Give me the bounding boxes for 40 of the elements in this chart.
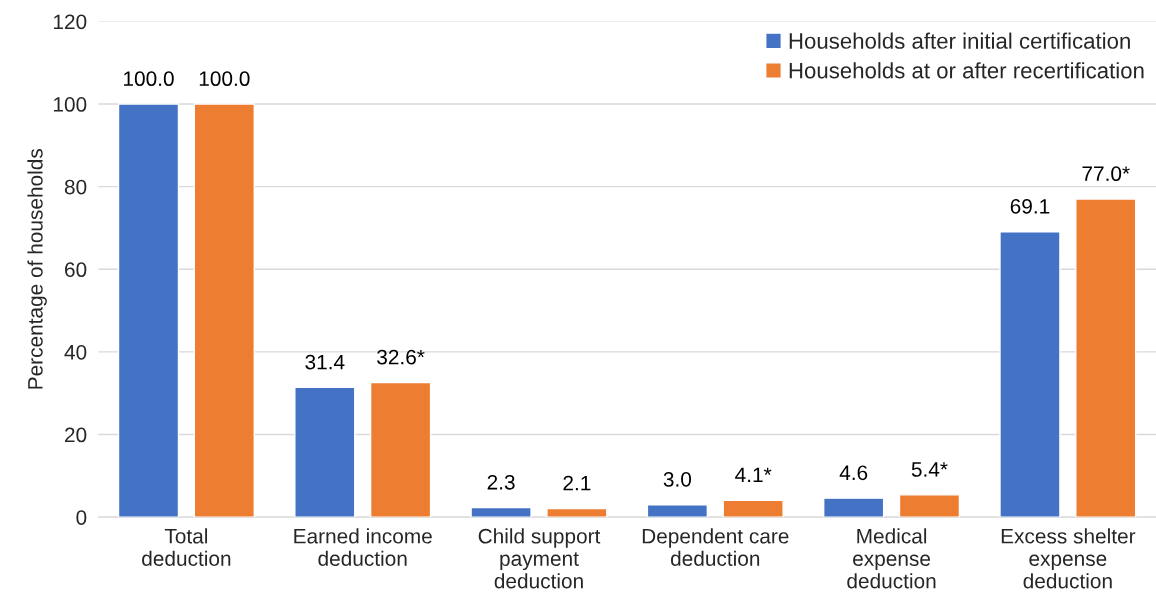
legend-label: Households after initial certification: [789, 32, 1130, 49]
data-label: 4.1*: [735, 467, 772, 482]
y-tick-label: 100: [53, 97, 87, 112]
bar: [1075, 198, 1137, 518]
bar: [117, 103, 180, 518]
data-label: 31.4: [305, 354, 345, 370]
y-tick-label: 80: [64, 179, 87, 195]
bar: [722, 499, 784, 518]
bar: [822, 497, 885, 518]
bar: [369, 381, 432, 518]
legend-label: Households at or after recertification: [789, 62, 1144, 79]
bar: [470, 506, 532, 518]
x-tick-label: Total deduction: [142, 528, 231, 566]
x-tick-label: Medical expense deduction: [847, 528, 936, 589]
bar: [898, 494, 961, 518]
y-tick-label: 0: [76, 510, 87, 525]
bar: [546, 507, 608, 518]
data-label: 100.0: [199, 71, 250, 87]
y-tick-label: 20: [65, 427, 87, 443]
y-axis-title: Percentage of households: [27, 148, 47, 389]
x-tick-label: Excess shelter expense deduction: [1001, 528, 1136, 589]
bar: [193, 103, 255, 518]
data-label: 2.3: [487, 474, 515, 490]
y-tick-label: 120: [53, 14, 87, 30]
y-tick-label: 40: [64, 344, 87, 360]
bar: [294, 386, 356, 518]
data-label: 100.0: [124, 71, 174, 87]
data-label: 77.0*: [1082, 166, 1130, 182]
x-tick-label: Child support payment deduction: [478, 528, 601, 589]
data-label: 3.0: [663, 471, 692, 487]
data-label: 5.4*: [911, 462, 948, 477]
data-label: 69.1: [1010, 198, 1050, 214]
data-label: 2.1: [563, 475, 591, 491]
bar: [999, 230, 1061, 518]
x-tick-label: Earned income deduction: [294, 528, 432, 566]
x-tick-label: Dependent care deduction: [642, 528, 789, 566]
bar: [646, 504, 709, 518]
data-label: 4.6: [839, 465, 868, 481]
y-tick-label: 60: [65, 262, 87, 278]
data-label: 32.6*: [377, 349, 425, 365]
